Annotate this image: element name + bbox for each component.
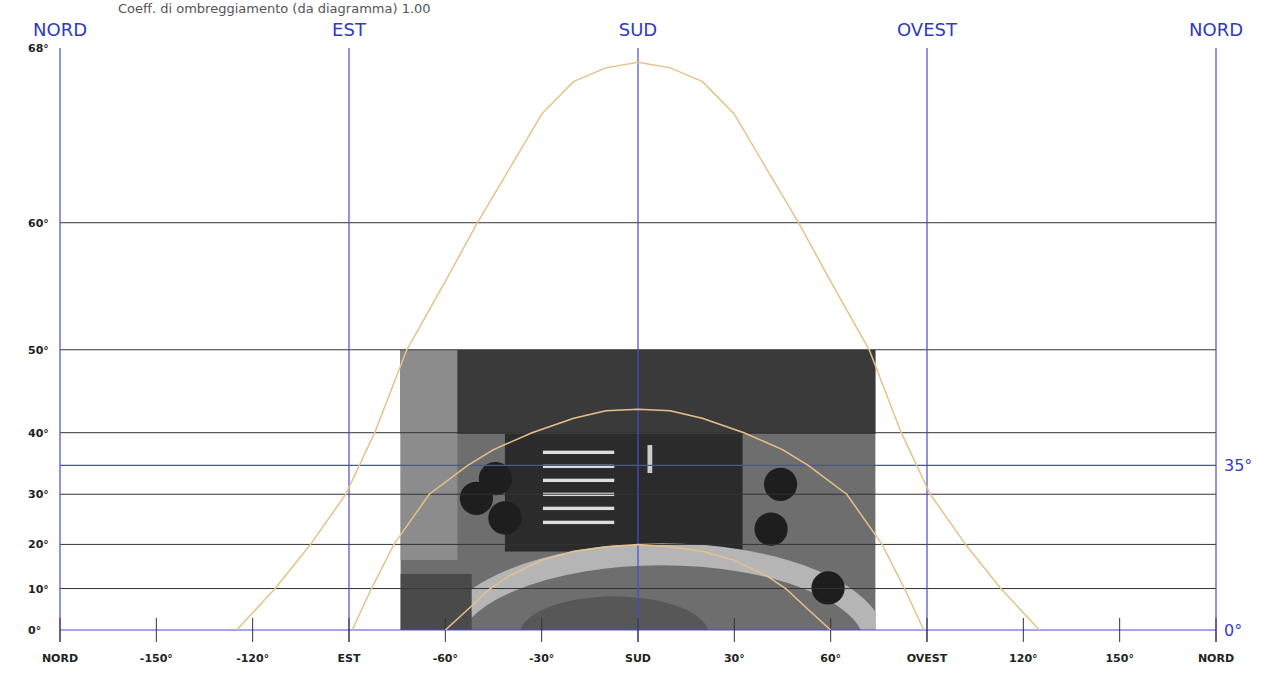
direction-label: SUD (619, 19, 657, 40)
photo-area (543, 507, 614, 510)
x-tick-label: 150° (1105, 652, 1133, 665)
x-tick-label: 120° (1009, 652, 1037, 665)
x-tick-label: NORD (42, 652, 78, 665)
photo-tree (764, 468, 797, 501)
x-tick (927, 618, 928, 642)
direction-label: NORD (33, 19, 87, 40)
reference-label: 0° (1224, 621, 1242, 640)
x-tick (734, 618, 735, 642)
photo-tree (460, 482, 493, 515)
chart: Coeff. di ombreggiamento (da diagramma) … (0, 0, 1269, 691)
y-tick-label: 0° (28, 624, 41, 637)
x-tick-label: OVEST (907, 652, 948, 665)
x-tick (1119, 618, 1120, 642)
reference-label: 35° (1224, 456, 1252, 475)
direction-line (59, 48, 60, 642)
x-tick (252, 618, 253, 642)
photo-area (505, 434, 743, 552)
x-tick-label: 60° (820, 652, 841, 665)
x-tick-label: -30° (529, 652, 554, 665)
photo-area (400, 574, 471, 630)
photo-tree (488, 501, 521, 534)
photo-area (648, 445, 653, 473)
direction-line (348, 48, 349, 642)
photo-roundabout (519, 596, 709, 630)
direction-label: OVEST (897, 19, 958, 40)
y-tick-label: 68° (28, 42, 49, 55)
y-tick-label: 10° (28, 583, 49, 596)
photo-tree (754, 512, 787, 545)
x-tick (156, 618, 157, 642)
x-tick (541, 618, 542, 642)
x-tick-label: -120° (236, 652, 269, 665)
x-tick (638, 618, 639, 642)
photo-area (400, 350, 457, 560)
y-tick-label: 40° (28, 427, 49, 440)
sun-path (445, 544, 830, 630)
direction-line (637, 48, 638, 642)
x-tick-label: 30° (724, 652, 745, 665)
photo-tree (811, 571, 844, 604)
direction-label: NORD (1189, 19, 1243, 40)
y-tick-label: 30° (28, 488, 49, 501)
x-tick (1023, 618, 1024, 642)
y-tick-label: 50° (28, 344, 49, 357)
x-tick-label: -150° (140, 652, 173, 665)
photo-area (543, 451, 614, 454)
x-tick (1216, 618, 1217, 642)
x-tick-label: -60° (433, 652, 458, 665)
direction-label: EST (332, 19, 367, 40)
sun-path (237, 62, 1040, 630)
x-tick-label: EST (338, 652, 361, 665)
y-tick-label: 20° (28, 538, 49, 551)
sun-paths (237, 62, 1040, 630)
photo-road (448, 554, 876, 630)
y-tick-label: 60° (28, 217, 49, 230)
direction-line (926, 48, 927, 642)
title: Coeff. di ombreggiamento (da diagramma) … (118, 1, 431, 16)
x-tick-label: NORD (1198, 652, 1234, 665)
photo-area (543, 521, 614, 524)
x-tick (60, 618, 61, 642)
sun-path (352, 409, 924, 630)
photo-area (543, 479, 614, 482)
x-tick (349, 618, 350, 642)
x-tick-label: SUD (625, 652, 651, 665)
direction-line (1215, 48, 1216, 642)
